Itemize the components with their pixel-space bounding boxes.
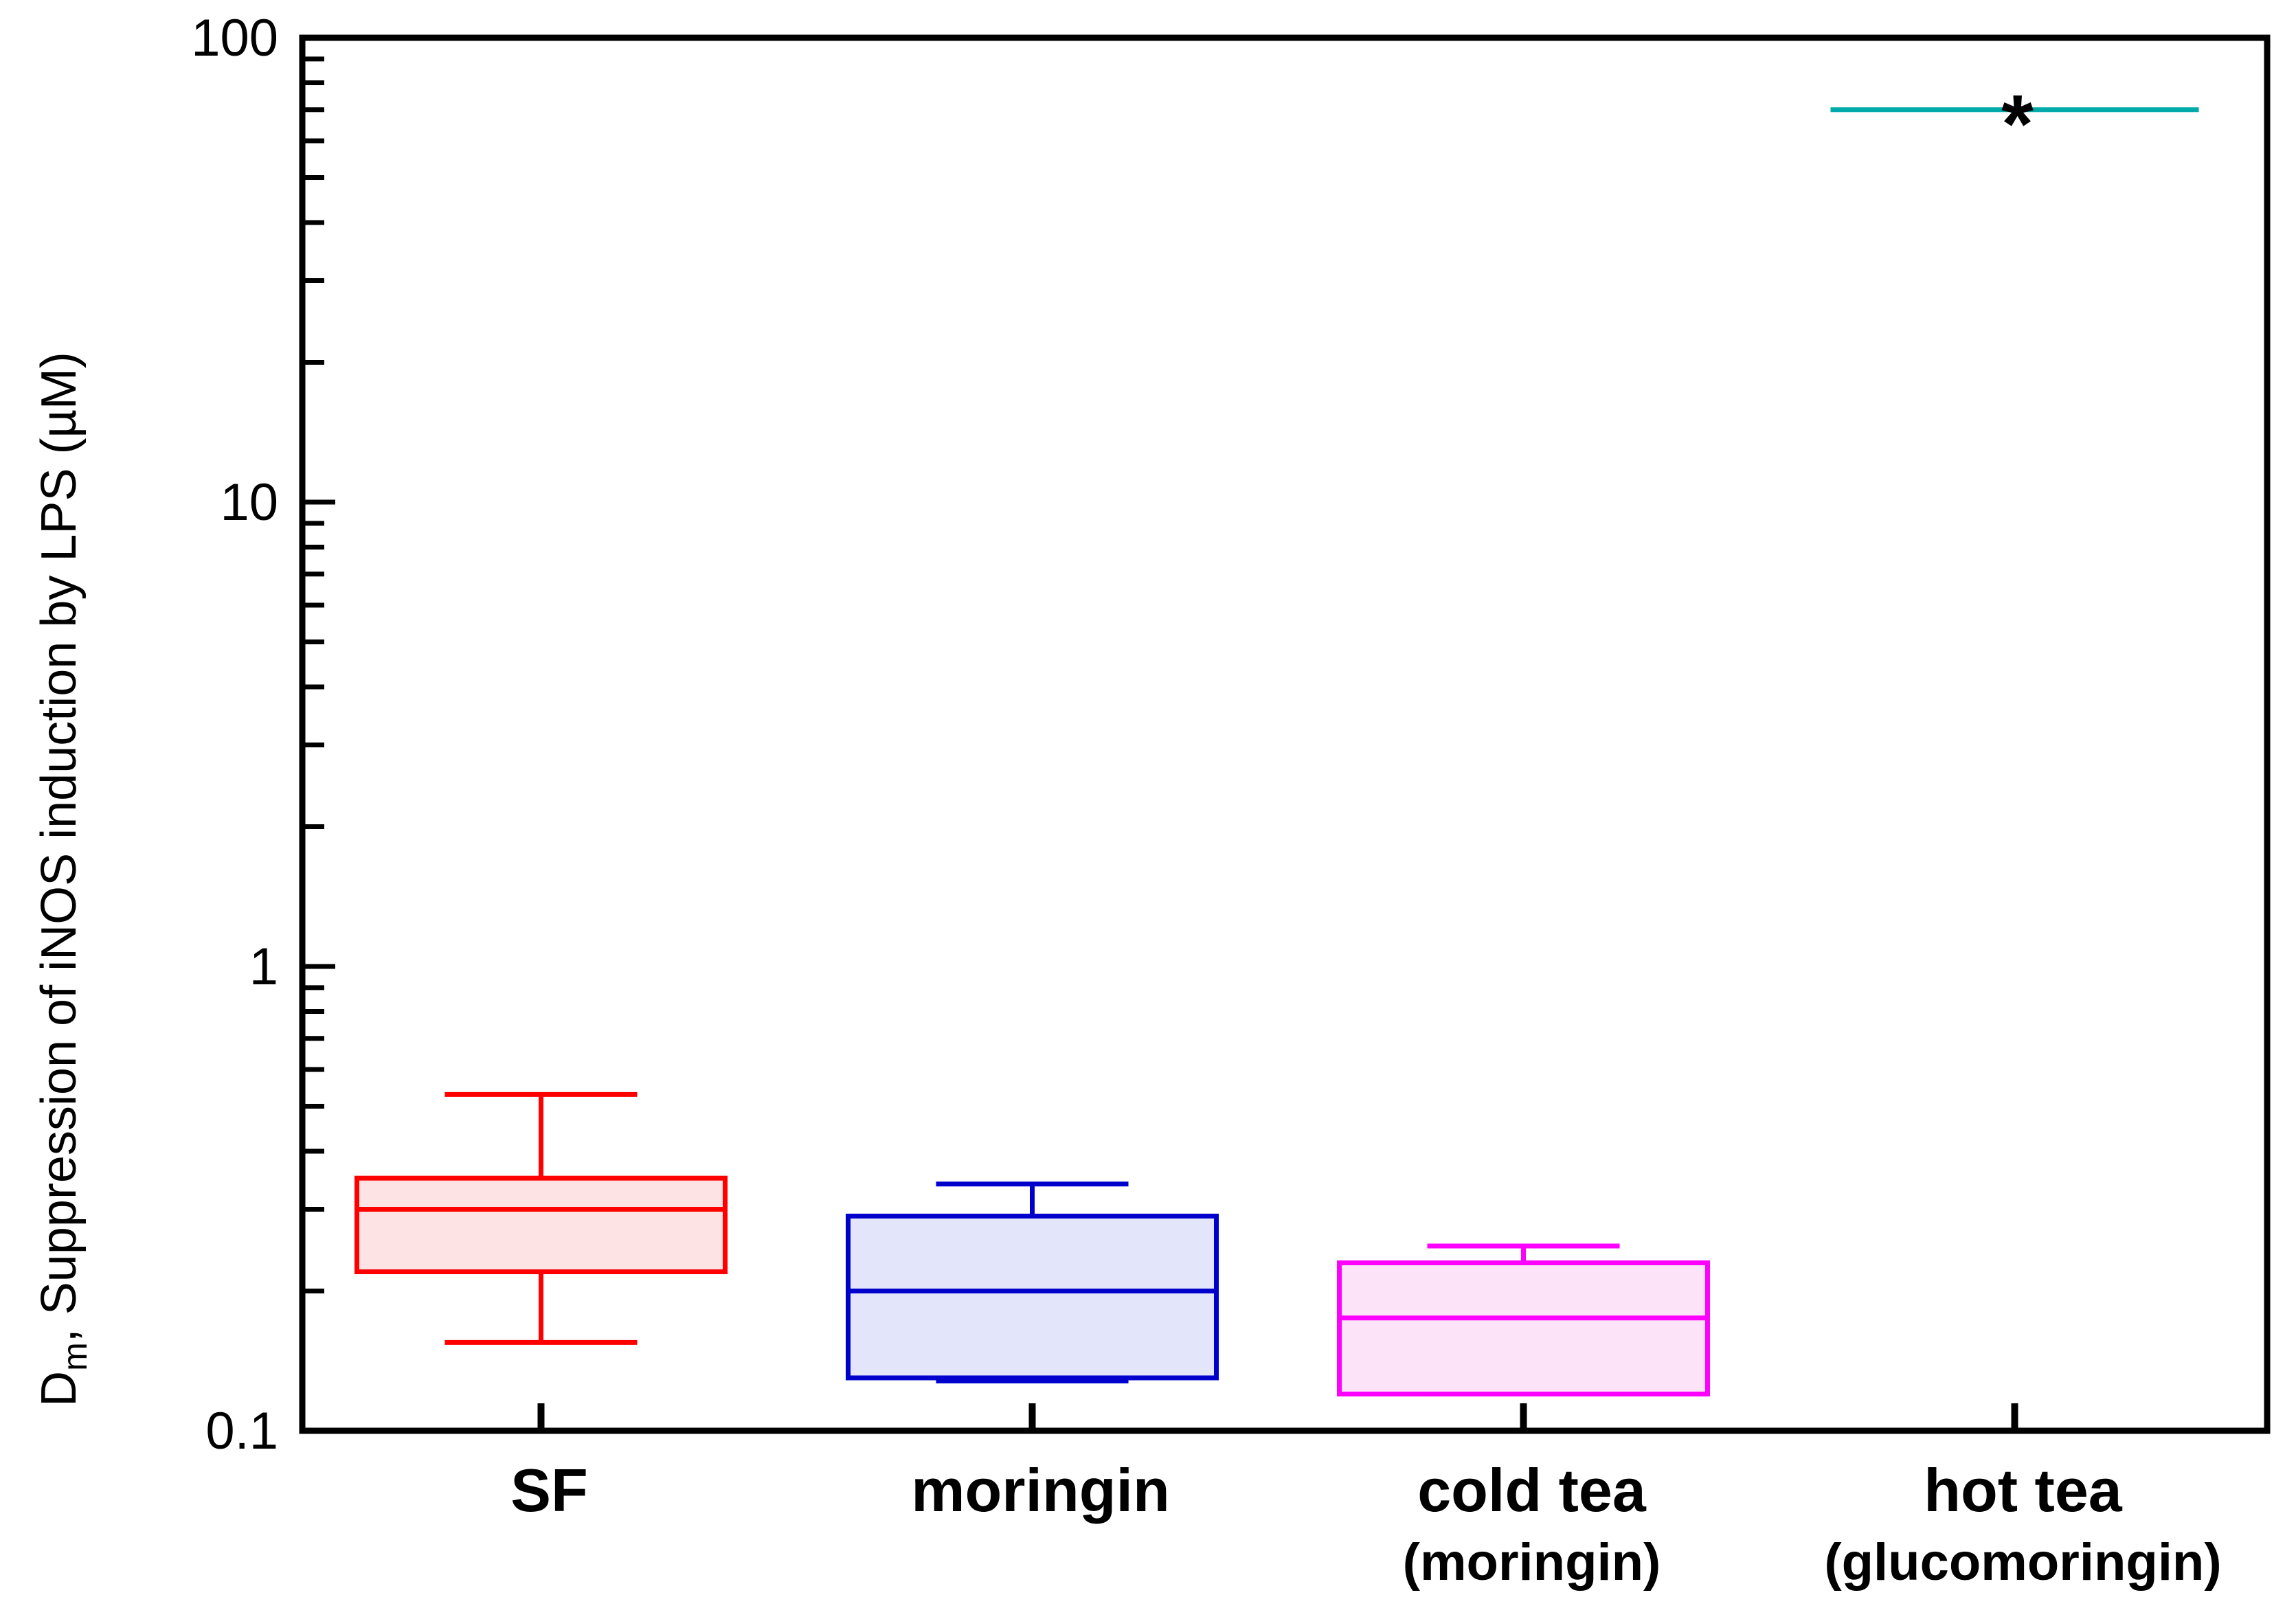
box bbox=[1337, 1260, 1710, 1396]
x-category-sublabel: (glucomoringin) bbox=[1824, 1533, 2221, 1592]
y-axis-label: Dm, Suppression of iNOS induction by LPS… bbox=[32, 352, 94, 1407]
x-axis-ticks bbox=[537, 1403, 2018, 1431]
plot-frame bbox=[299, 34, 2271, 1434]
box-group: * bbox=[1830, 78, 2199, 170]
box-group bbox=[846, 1181, 1219, 1384]
y-axis-label-subscript: m bbox=[56, 1342, 94, 1371]
plot-area bbox=[299, 34, 2271, 1434]
y-axis-label-rest: , Suppression of iNOS induction by LPS (… bbox=[32, 352, 87, 1342]
y-tick-label: 100 bbox=[191, 9, 278, 67]
y-tick-label: 10 bbox=[220, 473, 278, 532]
y-axis-tick-labels: 0.1 1 10 100 bbox=[191, 9, 278, 1460]
box-series: * bbox=[354, 78, 2199, 1396]
x-category-sublabel: (moringin) bbox=[1403, 1533, 1661, 1592]
x-category-label: SF bbox=[510, 1456, 587, 1524]
x-category-label: hot tea bbox=[1924, 1456, 2123, 1524]
y-axis-ticks bbox=[302, 35, 335, 1434]
x-category-label: moringin bbox=[911, 1456, 1169, 1524]
y-tick-label: 1 bbox=[249, 938, 278, 996]
significance-star: * bbox=[2001, 78, 2034, 170]
x-axis-labels: SF moringin cold tea (moringin) hot tea (gluc… bbox=[510, 1456, 2221, 1592]
x-category-label: cold tea bbox=[1417, 1456, 1647, 1524]
box bbox=[846, 1213, 1219, 1381]
box-group bbox=[1337, 1243, 1710, 1396]
y-axis-label-main: D bbox=[32, 1371, 87, 1407]
y-tick-label: 0.1 bbox=[205, 1402, 278, 1460]
box-group bbox=[354, 1091, 728, 1345]
box bbox=[354, 1175, 728, 1275]
